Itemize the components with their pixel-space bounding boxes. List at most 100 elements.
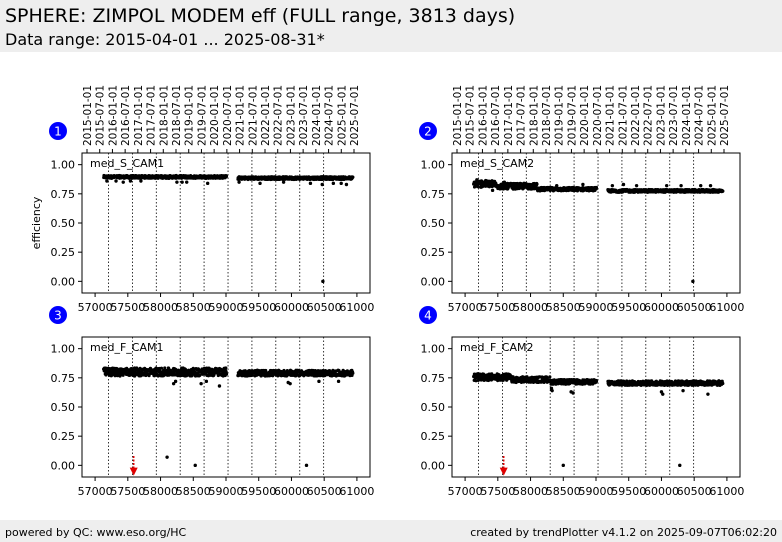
x-tick-label: 60500 [677,301,712,314]
y-tick-label: 1.00 [421,343,446,356]
data-point [339,181,343,186]
panel-number-label: 1 [54,125,62,139]
header-band: SPHERE: ZIMPOL MODEM eff (FULL range, 38… [0,0,782,52]
panel-label: med_S_CAM2 [460,157,534,170]
date-tick-label: 2024-01-01 [681,85,693,146]
y-tick-label: 0.00 [51,275,76,288]
data-point [550,388,554,393]
footer-credit: powered by QC: www.eso.org/HC [5,526,187,539]
data-point [679,183,683,188]
data-point [224,366,228,370]
x-tick-label: 57000 [448,301,483,314]
x-tick-label: 61000 [709,485,744,498]
x-tick-label: 57500 [110,301,145,314]
data-point [514,380,518,385]
panel-label: med_F_CAM1 [90,341,164,354]
footer-band: powered by QC: www.eso.org/HC created by… [0,520,782,542]
panel-label: med_F_CAM2 [460,341,534,354]
y-tick-label: 0.50 [421,401,446,414]
data-point [561,463,565,468]
data-point [522,181,526,186]
x-tick-label: 60000 [644,301,679,314]
data-point [317,379,321,384]
x-tick-label: 58500 [546,485,581,498]
date-tick-label: 2022-01-01 [260,85,272,146]
panel-number-badge [419,122,437,140]
date-tick-label: 2022-07-01 [643,85,655,146]
data-point [217,384,222,388]
y-tick-label: 0.50 [421,217,446,230]
x-tick-label: 59500 [241,301,276,314]
date-tick-label: 2021-01-01 [605,85,617,146]
data-point [180,180,184,184]
data-point [594,185,599,190]
data-point [555,183,559,188]
axes-frame [451,336,741,478]
date-tick-label: 2022-07-01 [273,85,285,146]
date-tick-label: 2017-01-01 [133,85,145,146]
date-tick-label: 2023-01-01 [655,85,667,146]
data-point [548,375,552,379]
date-tick-label: 2018-01-01 [528,85,540,146]
panel-number-badge [49,122,67,140]
data-point [159,366,164,370]
data-point [165,455,169,459]
data-point [321,279,325,284]
data-point [490,188,495,193]
data-point [721,381,725,386]
date-tick-label: 2020-01-01 [209,85,221,146]
data-point [479,179,484,183]
data-point [198,373,202,377]
data-point [581,182,585,187]
y-tick-label: 0.50 [51,217,76,230]
data-point [571,391,575,395]
y-tick-label: 0.75 [51,188,76,201]
data-point [205,181,210,186]
data-point [708,183,713,188]
y-tick-label: 1.00 [51,343,76,356]
data-point [304,463,309,468]
data-point [133,374,137,378]
data-point [173,379,178,384]
axes-frame [451,152,741,294]
data-point [351,175,355,179]
date-tick-label: 2019-07-01 [566,85,578,146]
x-tick-label: 58000 [143,485,178,498]
data-point [336,379,341,384]
data-point [105,179,109,183]
date-tick-label: 2021-01-01 [235,85,247,146]
x-tick-label: 57500 [480,301,515,314]
date-tick-label: 2025-01-01 [706,85,718,146]
date-tick-label: 2016-01-01 [107,85,119,146]
x-tick-label: 58000 [513,485,548,498]
data-point [185,180,189,184]
x-tick-label: 59500 [241,485,276,498]
date-tick-label: 2025-01-01 [336,85,348,146]
data-point [128,179,133,183]
date-tick-label: 2019-01-01 [184,85,196,146]
date-tick-label: 2025-07-01 [719,85,731,146]
x-tick-label: 61000 [339,485,374,498]
y-tick-label: 0.25 [421,430,446,443]
x-tick-label: 57000 [78,485,113,498]
data-point [661,392,665,396]
data-point [320,182,324,187]
data-point [224,174,229,178]
date-tick-label: 2015-01-01 [452,85,464,146]
data-point [351,371,355,375]
x-tick-label: 57500 [480,485,515,498]
date-tick-label: 2017-07-01 [146,85,158,146]
data-point [664,183,669,188]
x-tick-label: 58000 [143,301,178,314]
date-tick-label: 2015-07-01 [465,85,477,146]
x-tick-label: 58500 [176,485,211,498]
date-tick-label: 2021-07-01 [247,85,259,146]
data-point [281,180,286,184]
y-tick-label: 0.75 [421,372,446,385]
data-point [691,279,695,284]
date-tick-label: 2025-07-01 [349,85,361,146]
date-tick-label: 2018-01-01 [158,85,170,146]
date-tick-label: 2023-07-01 [668,85,680,146]
date-tick-label: 2020-01-01 [579,85,591,146]
event-marker-arrow-icon [129,467,138,476]
